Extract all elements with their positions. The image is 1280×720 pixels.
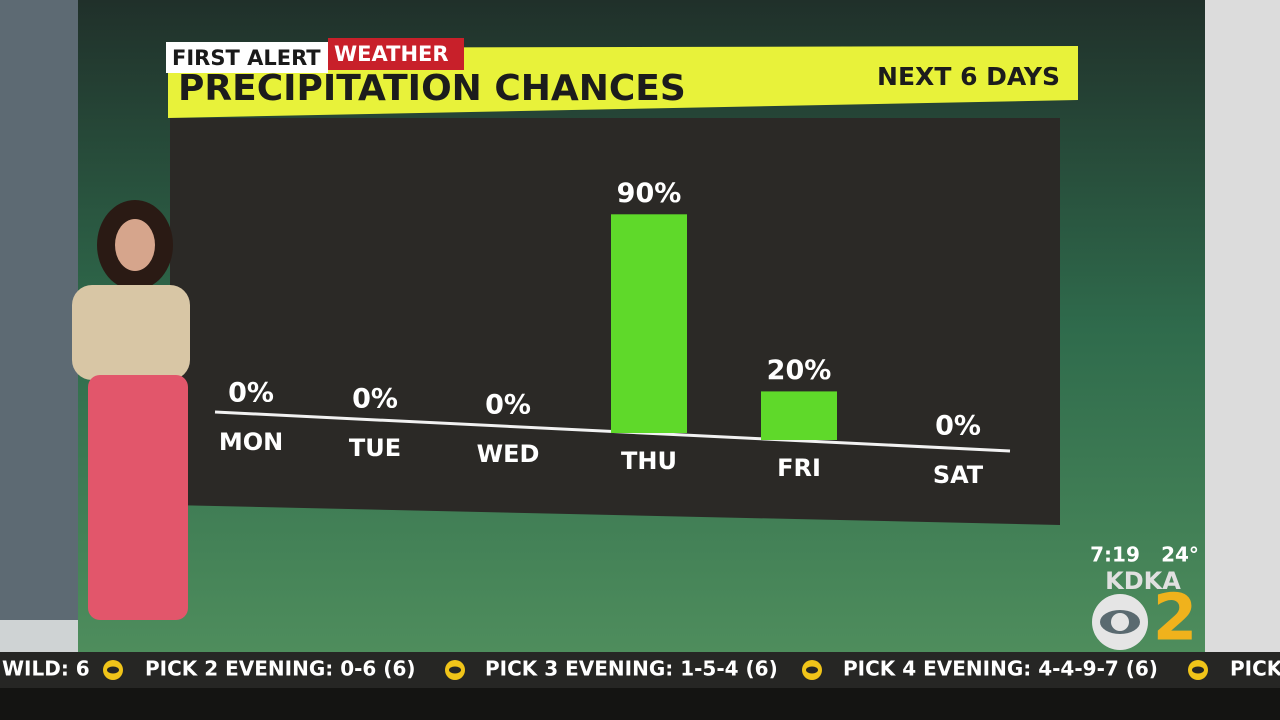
- presenter-face: [115, 219, 155, 271]
- chart-brand: FIRST ALERT: [172, 46, 321, 70]
- cbs-eye-pupil: [1111, 613, 1129, 631]
- clock: 7:19: [1090, 543, 1140, 567]
- value-label: 90%: [617, 178, 682, 209]
- brand-suffix-tab: [328, 38, 464, 70]
- ticker-icon-eye: [449, 666, 461, 674]
- category-label: FRI: [777, 454, 821, 482]
- ticker-item: PICK 3 EVENING: 1-5-4 (6): [485, 657, 778, 681]
- ticker-item: PICK: [1230, 657, 1280, 681]
- ticker-footer: [0, 688, 1280, 720]
- value-label: 0%: [228, 378, 274, 409]
- station-logo: [1092, 594, 1148, 650]
- value-label: 0%: [485, 390, 531, 421]
- category-label: SAT: [933, 461, 984, 489]
- ticker-icon-eye: [806, 666, 818, 674]
- category-label: TUE: [349, 434, 401, 462]
- category-label: THU: [621, 447, 677, 475]
- presenter-pants: [88, 375, 188, 620]
- chart-brand-suffix: WEATHER: [334, 42, 449, 66]
- value-label: 0%: [935, 411, 981, 442]
- ticker-icon-eye: [107, 666, 119, 674]
- temperature: 24°: [1161, 543, 1199, 567]
- value-label: 20%: [767, 355, 832, 386]
- presenter-blouse: [72, 285, 190, 380]
- ticker-item: PICK 4 EVENING: 4-4-9-7 (6): [843, 657, 1158, 681]
- chart-subtitle: NEXT 6 DAYS: [877, 62, 1060, 91]
- category-label: MON: [219, 428, 283, 456]
- ticker-icon-eye: [1192, 666, 1204, 674]
- presenter: [72, 200, 190, 620]
- bar: [761, 391, 837, 440]
- category-label: WED: [477, 440, 540, 468]
- bar: [611, 214, 687, 433]
- value-label: 0%: [352, 384, 398, 415]
- ticker-bar: [0, 652, 1280, 688]
- channel-number: 2: [1153, 582, 1198, 656]
- chart-title: PRECIPITATION CHANCES: [178, 68, 686, 109]
- brand-tab: [166, 42, 328, 73]
- ticker-item: PICK 2 EVENING: 0-6 (6): [145, 657, 416, 681]
- call-sign: KDKA: [1105, 567, 1181, 595]
- ticker-item: WILD: 6: [2, 657, 90, 681]
- studio-right: [1205, 0, 1280, 660]
